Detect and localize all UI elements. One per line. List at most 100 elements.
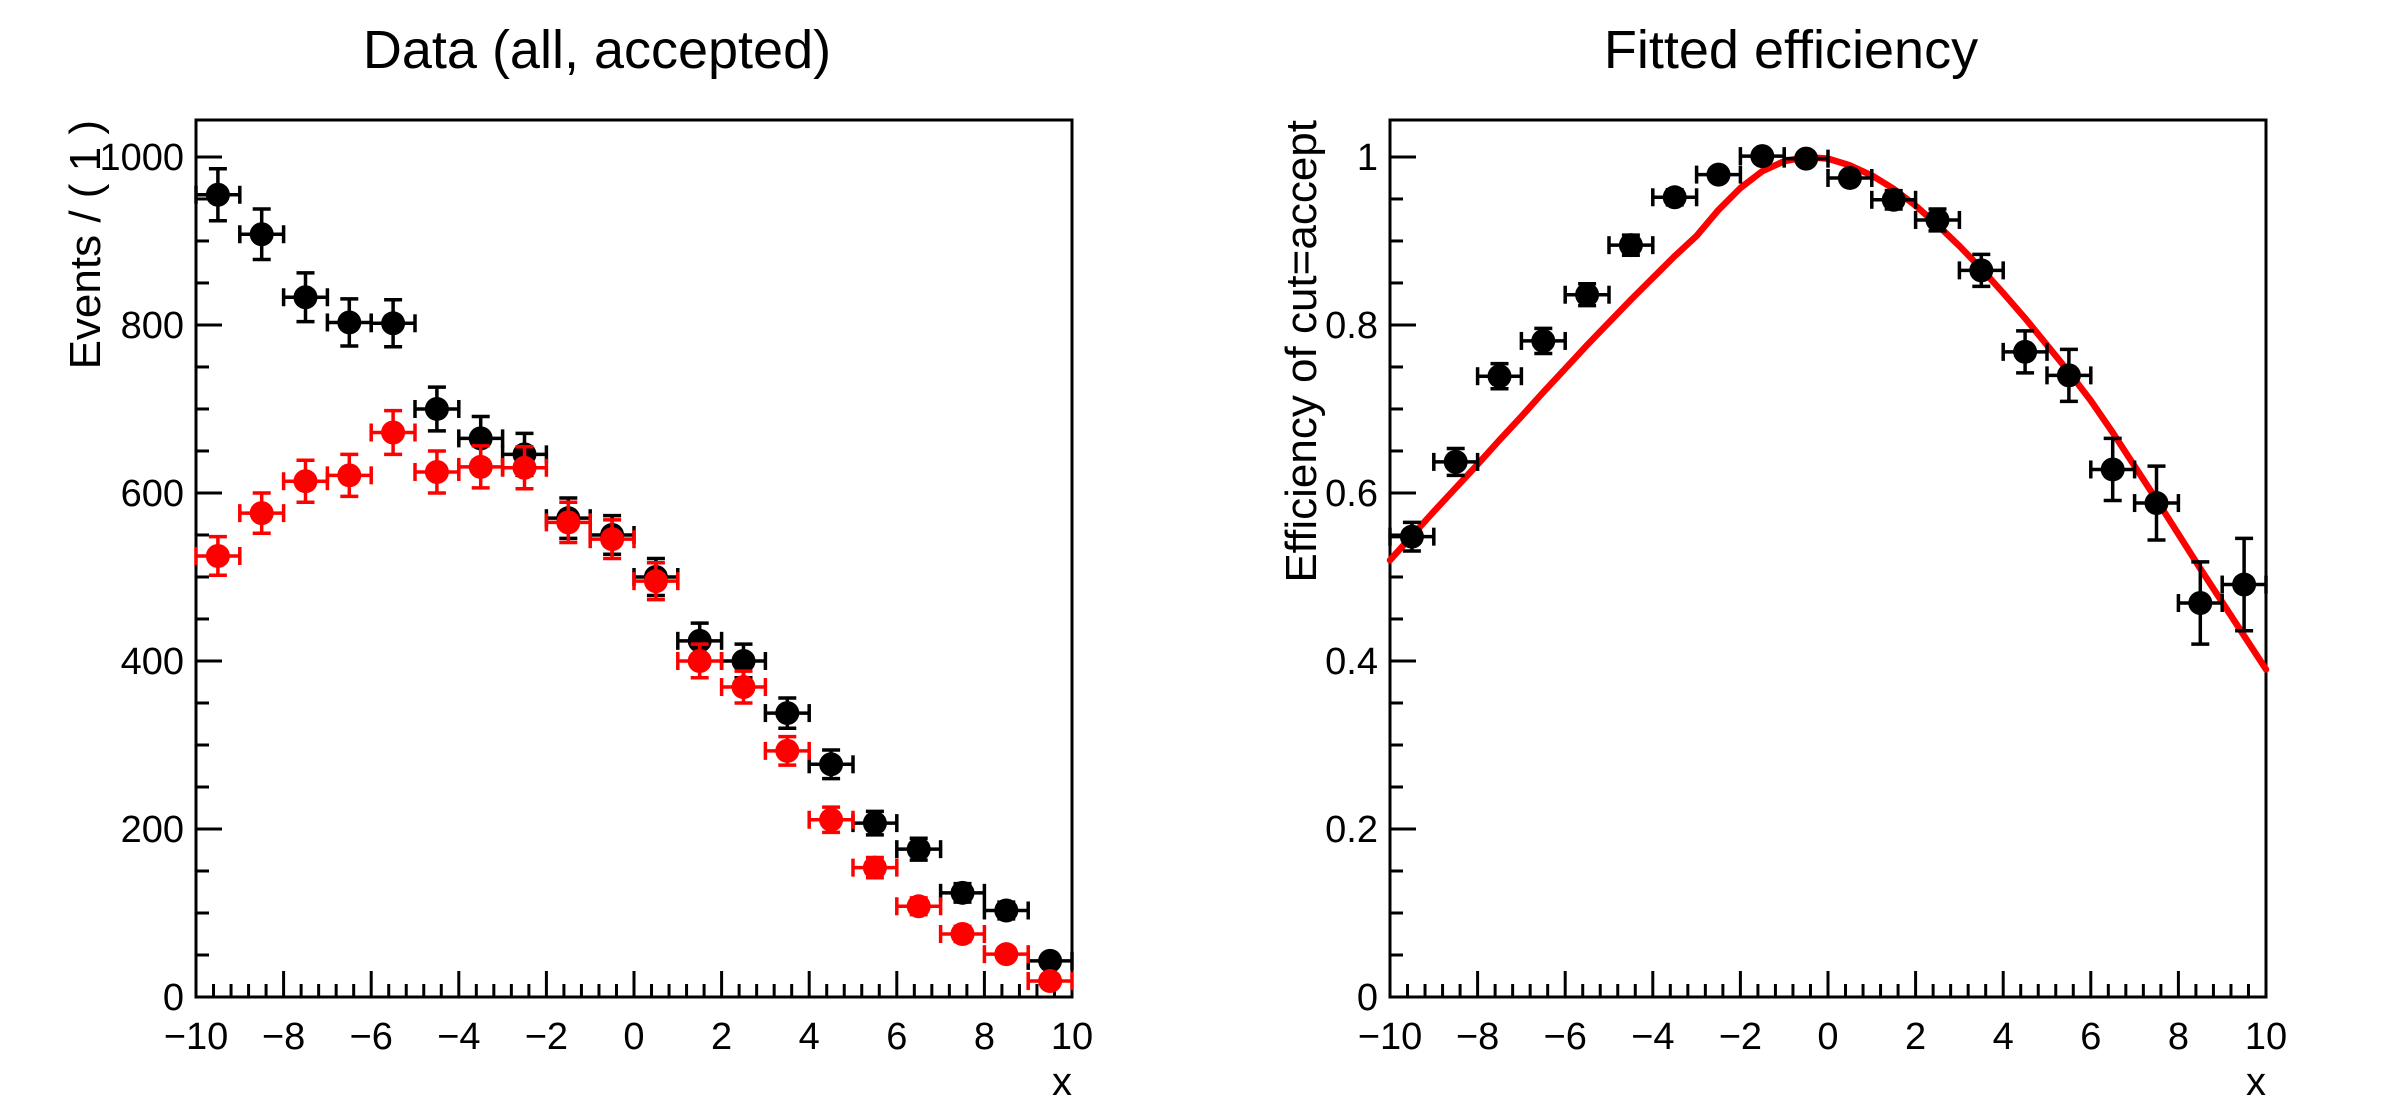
data-point-marker xyxy=(1662,185,1687,210)
y-tick-label: 0.2 xyxy=(1325,809,1378,851)
data-point-marker xyxy=(600,527,625,552)
data-point-marker xyxy=(424,396,449,421)
efficiency-fit xyxy=(1386,153,2270,673)
x-tick-label: 8 xyxy=(974,1016,995,1058)
data-point-marker xyxy=(775,701,800,726)
x-tick-label: −8 xyxy=(1456,1016,1499,1058)
data-point-marker xyxy=(862,811,887,836)
x-tick-label: 0 xyxy=(623,1016,644,1058)
y-tick-label: 0 xyxy=(1357,977,1378,1019)
x-tick-label: 6 xyxy=(886,1016,907,1058)
y-tick-label: 1000 xyxy=(99,137,184,179)
data-point-marker xyxy=(2232,572,2257,597)
data-point-marker xyxy=(1881,187,1906,212)
x-tick-label: −2 xyxy=(1719,1016,1762,1058)
data-point-marker xyxy=(468,454,493,479)
pad-data-histogram: −10 −8 −6 −4 −2 0 2 4 6 8 10 0 200 400 600 800 1000 Data … xyxy=(61,20,1093,1104)
x-tick-label: −4 xyxy=(1631,1016,1674,1058)
x-axis-title: x xyxy=(1052,1060,1072,1104)
data-point-marker xyxy=(1706,162,1731,187)
x-tick-label: 2 xyxy=(711,1016,732,1058)
plot-title: Data (all, accepted) xyxy=(363,20,831,80)
x-axis: −10 −8 −6 −4 −2 0 2 4 6 8 10 xyxy=(1358,971,2287,1058)
data-point-marker xyxy=(1575,282,1600,307)
y-tick-label: 400 xyxy=(121,641,184,683)
plot-frame xyxy=(194,118,1074,999)
plot-frame xyxy=(1388,118,2268,999)
y-axis-title: Efficiency of cut=accept xyxy=(1277,120,1326,583)
data-point-marker xyxy=(950,921,975,946)
x-tick-label: 2 xyxy=(1905,1016,1926,1058)
x-tick-label: 0 xyxy=(1817,1016,1838,1058)
data-point-marker xyxy=(249,222,274,247)
data-point-marker xyxy=(293,469,318,494)
data-point-marker xyxy=(2100,457,2125,482)
y-tick-label: 800 xyxy=(121,305,184,347)
data-point-marker xyxy=(2144,491,2169,516)
data-point-marker xyxy=(950,880,975,905)
x-axis-title: x xyxy=(2246,1060,2266,1104)
data-point-marker xyxy=(994,898,1019,923)
y-axis: 0 0.2 0.4 0.6 0.8 1 xyxy=(1325,137,1416,1019)
data-point-marker xyxy=(1969,258,1994,283)
data-point-marker xyxy=(643,569,668,594)
x-tick-label: −10 xyxy=(164,1016,228,1058)
data-point-marker xyxy=(424,459,449,484)
data-point-marker xyxy=(2056,363,2081,388)
data-point-marker xyxy=(205,543,230,568)
data-point-marker xyxy=(819,752,844,777)
y-tick-label: 0.6 xyxy=(1325,473,1378,515)
x-tick-label: −8 xyxy=(262,1016,305,1058)
data-point-marker xyxy=(906,837,931,862)
data-point-marker xyxy=(819,807,844,832)
data-point-marker xyxy=(1443,449,1468,474)
y-axis-title: Events / ( 1 ) xyxy=(61,120,110,369)
data-point-marker xyxy=(775,738,800,763)
plot-title: Fitted efficiency xyxy=(1604,20,1978,80)
data-point-marker xyxy=(337,463,362,488)
y-tick-label: 0.4 xyxy=(1325,641,1378,683)
data-point-marker xyxy=(1038,948,1063,973)
x-tick-label: −6 xyxy=(1544,1016,1587,1058)
data-point-marker xyxy=(687,648,712,673)
y-tick-label: 600 xyxy=(121,473,184,515)
data-point-marker xyxy=(906,894,931,919)
data-point-marker xyxy=(994,942,1019,967)
pad-fitted-efficiency: −10 −8 −6 −4 −2 0 2 4 6 8 10 0 0.2 0.4 0.6 0.8 1 Fitted e… xyxy=(1277,20,2287,1104)
data-point-marker xyxy=(556,510,581,535)
data-point-marker xyxy=(1487,364,1512,389)
y-tick-label: 1 xyxy=(1357,137,1378,179)
series-accepted xyxy=(194,408,1074,994)
data-point-marker xyxy=(249,501,274,526)
data-point-marker xyxy=(1531,328,1556,353)
series-all xyxy=(194,166,1074,973)
data-point-marker xyxy=(862,855,887,880)
data-point-marker xyxy=(1750,144,1775,169)
data-point-marker xyxy=(731,675,756,700)
data-point-marker xyxy=(1618,233,1643,258)
data-point-marker xyxy=(337,310,362,335)
data-point-marker xyxy=(293,285,318,310)
data-point-marker xyxy=(1399,524,1424,549)
data-point-marker xyxy=(731,648,756,673)
data-point-marker xyxy=(2188,591,2213,616)
x-tick-label: 4 xyxy=(799,1016,820,1058)
x-tick-label: 10 xyxy=(2245,1016,2287,1058)
y-tick-label: 0 xyxy=(163,977,184,1019)
y-axis: 0 200 400 600 800 1000 xyxy=(99,137,222,1019)
data-point-marker xyxy=(205,182,230,207)
x-tick-label: −10 xyxy=(1358,1016,1422,1058)
y-tick-label: 200 xyxy=(121,809,184,851)
data-point-marker xyxy=(1038,969,1063,994)
x-tick-label: 6 xyxy=(2080,1016,2101,1058)
data-point-marker xyxy=(381,311,406,336)
x-tick-label: −6 xyxy=(350,1016,393,1058)
x-tick-label: 8 xyxy=(2168,1016,2189,1058)
x-tick-label: 4 xyxy=(1993,1016,2014,1058)
data-point-marker xyxy=(1925,207,1950,232)
data-point-marker xyxy=(1837,165,1862,190)
x-axis: −10 −8 −6 −4 −2 0 2 4 6 8 10 xyxy=(164,971,1093,1058)
x-tick-label: 10 xyxy=(1051,1016,1093,1058)
data-point-marker xyxy=(512,455,537,480)
